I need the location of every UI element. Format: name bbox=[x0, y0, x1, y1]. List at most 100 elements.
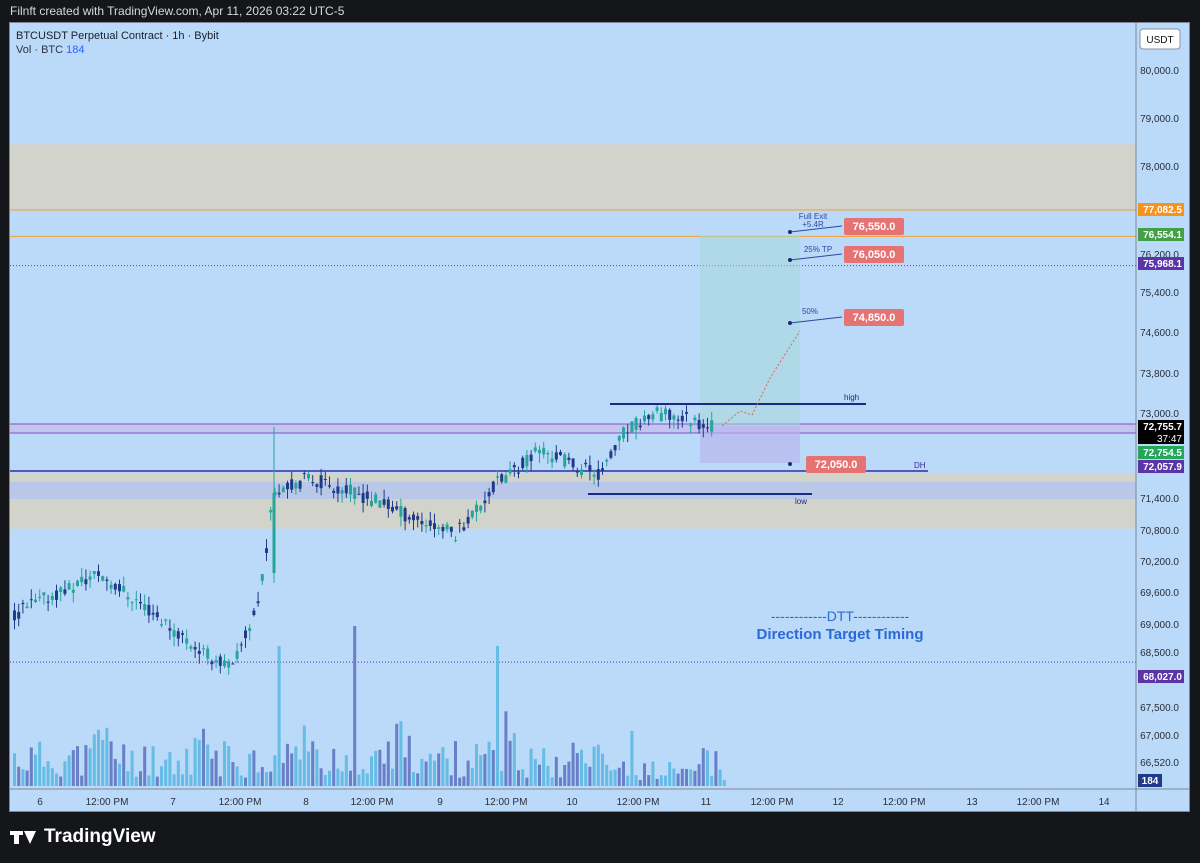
volume-bar bbox=[584, 763, 588, 786]
candle-body bbox=[277, 492, 281, 495]
candlestick bbox=[160, 618, 163, 628]
candle-body bbox=[55, 590, 58, 600]
volume-bar bbox=[428, 753, 432, 786]
volume-bar bbox=[113, 758, 117, 786]
currency-label: USDT bbox=[1146, 35, 1173, 46]
price-tag-label: 75,968.1 bbox=[1143, 259, 1182, 270]
candlestick bbox=[643, 410, 646, 424]
tradingview-logo[interactable]: TradingView bbox=[10, 826, 156, 848]
volume-bar bbox=[105, 727, 109, 786]
candlestick bbox=[302, 470, 306, 480]
candle-body bbox=[613, 445, 617, 451]
volume-bar bbox=[294, 746, 298, 786]
candlestick bbox=[378, 500, 382, 509]
dh-label: DH bbox=[914, 461, 926, 470]
volume-bar bbox=[588, 766, 592, 786]
candle-body bbox=[428, 520, 432, 526]
candlestick bbox=[403, 506, 407, 531]
candlestick bbox=[634, 416, 638, 440]
candle-body bbox=[118, 584, 121, 592]
candle-body bbox=[706, 427, 709, 429]
candlestick bbox=[680, 410, 684, 428]
y-tick-label: 67,500.0 bbox=[1140, 703, 1179, 714]
volume-legend: Vol · BTC 184 bbox=[16, 43, 219, 57]
volume-bar bbox=[181, 774, 184, 786]
candlestick bbox=[441, 523, 445, 539]
price-chart[interactable]: high low DH 76,550.0 Full Exit+5.4R 76,050.0 2… bbox=[10, 23, 1190, 812]
volume-bar bbox=[139, 771, 142, 786]
attribution-text: Filnft created with TradingView.com, Apr… bbox=[10, 4, 345, 18]
candlestick bbox=[668, 408, 672, 429]
candle-body bbox=[189, 646, 193, 649]
candlestick bbox=[55, 584, 58, 608]
volume-bar bbox=[260, 767, 264, 786]
candlestick bbox=[706, 417, 709, 433]
volume-bar bbox=[550, 777, 554, 786]
target-price-label: 74,850.0 bbox=[853, 312, 896, 324]
x-tick-label: 7 bbox=[170, 797, 176, 808]
candlestick bbox=[655, 403, 659, 414]
candle-body bbox=[412, 514, 415, 521]
volume-bar bbox=[17, 766, 21, 786]
candle-body bbox=[529, 454, 533, 462]
volume-label: Vol · BTC bbox=[16, 44, 64, 56]
stop-loss-box bbox=[700, 426, 800, 463]
projection-path bbox=[721, 330, 801, 427]
candlestick bbox=[328, 476, 331, 489]
candle-body bbox=[109, 584, 113, 589]
volume-bar bbox=[235, 766, 239, 786]
price-tag: 72,755.737:47 bbox=[1138, 420, 1184, 445]
candle-body bbox=[260, 574, 264, 581]
candlestick bbox=[319, 468, 323, 496]
volume-bar bbox=[592, 746, 596, 786]
candlestick bbox=[67, 579, 71, 591]
candlestick bbox=[25, 602, 29, 609]
symbol-title[interactable]: BTCUSDT Perpetual Contract · 1h · Bybit bbox=[16, 30, 219, 42]
candlestick bbox=[344, 477, 348, 498]
candlestick bbox=[546, 450, 550, 464]
candlestick bbox=[454, 536, 457, 543]
candlestick bbox=[122, 576, 126, 593]
price-tag: 75,968.1 bbox=[1138, 257, 1184, 270]
volume-bar bbox=[655, 778, 659, 786]
candle-body bbox=[710, 420, 714, 432]
candlestick bbox=[588, 455, 592, 481]
candle-body bbox=[202, 648, 205, 650]
volume-bar bbox=[231, 762, 235, 786]
x-tick-label: 10 bbox=[566, 797, 578, 808]
candle-body bbox=[370, 500, 373, 506]
candle-body bbox=[386, 499, 390, 509]
volume-bar bbox=[491, 750, 495, 786]
volume-bar bbox=[151, 746, 155, 786]
candlestick bbox=[139, 593, 142, 610]
candlestick bbox=[567, 452, 571, 465]
candlestick bbox=[298, 480, 302, 492]
candle-body bbox=[244, 630, 247, 639]
volume-bar bbox=[269, 771, 273, 786]
candle-body bbox=[441, 526, 445, 532]
candlestick bbox=[651, 411, 655, 423]
candlestick bbox=[689, 422, 693, 434]
candlestick bbox=[433, 513, 436, 538]
candlestick bbox=[206, 645, 210, 665]
candlestick bbox=[571, 458, 575, 471]
volume-bar bbox=[336, 768, 340, 786]
target-price-label: 76,050.0 bbox=[853, 249, 896, 261]
spike-candle-body bbox=[272, 493, 276, 573]
volume-bar bbox=[357, 774, 361, 786]
chart-frame[interactable]: high low DH 76,550.0 Full Exit +5.4R 76,050.0 2… bbox=[9, 22, 1190, 812]
volume-bar bbox=[706, 750, 709, 786]
target-dot bbox=[788, 321, 792, 325]
candle-body bbox=[697, 419, 701, 430]
volume-bar bbox=[172, 774, 176, 786]
candlestick bbox=[517, 466, 520, 479]
candle-body bbox=[517, 472, 520, 474]
volume-bar bbox=[206, 744, 210, 786]
candlestick bbox=[210, 659, 214, 671]
candlestick bbox=[277, 484, 281, 498]
candle-body bbox=[685, 412, 688, 414]
volume-bar bbox=[340, 771, 344, 786]
volume-bar bbox=[643, 763, 646, 786]
candle-body bbox=[84, 579, 88, 585]
candle-body bbox=[521, 457, 525, 469]
